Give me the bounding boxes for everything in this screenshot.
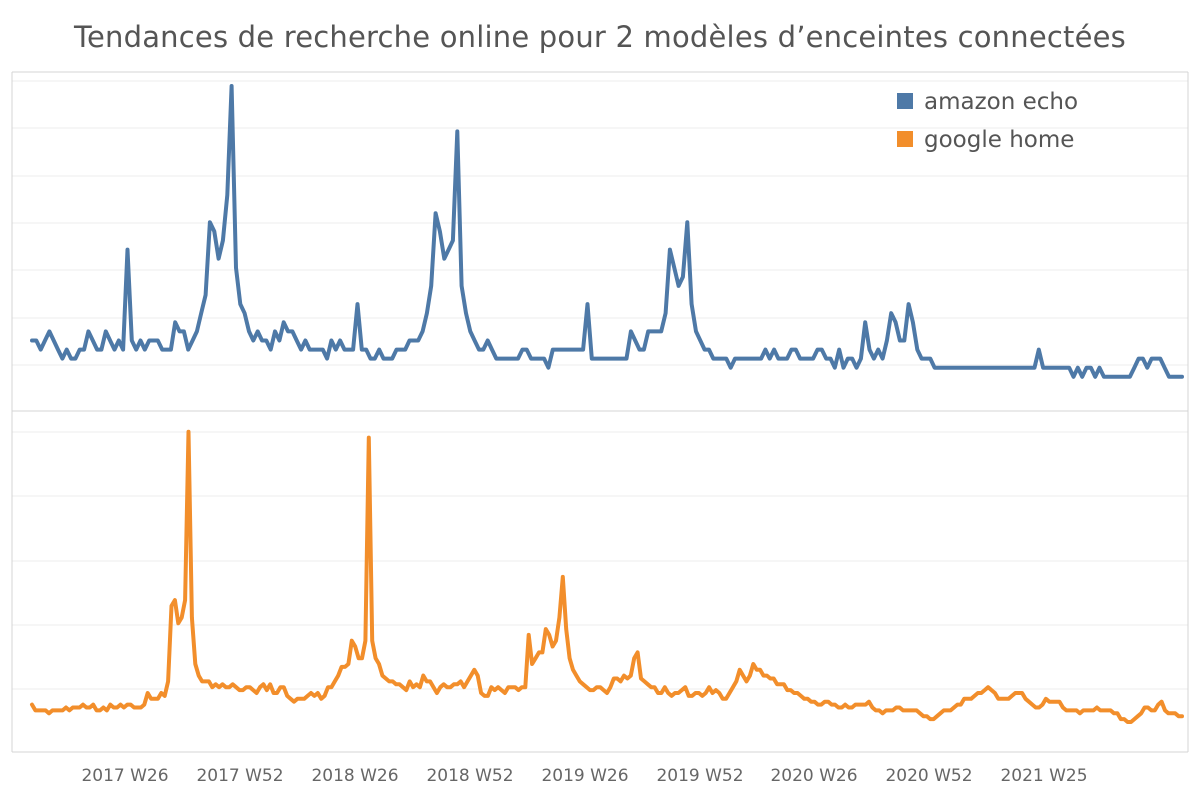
chart-frame (11, 71, 1189, 753)
x-tick-label: 2017 W26 (81, 766, 168, 786)
x-axis-ticks: 2017 W26 2017 W52 2018 W26 2018 W52 2019 W26… (81, 766, 1087, 786)
legend-label: google home (924, 127, 1074, 153)
x-tick-label: 2021 W25 (1000, 766, 1087, 786)
x-tick-label: 2020 W26 (770, 766, 857, 786)
series-lines (30, 84, 1184, 724)
legend-swatch (897, 131, 913, 147)
x-tick-label: 2018 W52 (426, 766, 513, 786)
series-line-amazon-echo (30, 84, 1184, 379)
x-tick-label: 2019 W52 (656, 766, 743, 786)
legend-label: amazon echo (924, 89, 1078, 115)
legend-swatch (897, 93, 913, 109)
gridlines (12, 80, 1188, 690)
series-line-google-home (30, 429, 1184, 724)
x-tick-label: 2019 W26 (541, 766, 628, 786)
x-tick-label: 2018 W26 (311, 766, 398, 786)
x-tick-label: 2020 W52 (885, 766, 972, 786)
chart-title: Tendances de recherche online pour 2 mod… (73, 20, 1126, 54)
legend: amazon echo google home (897, 89, 1078, 153)
x-tick-label: 2017 W52 (196, 766, 283, 786)
